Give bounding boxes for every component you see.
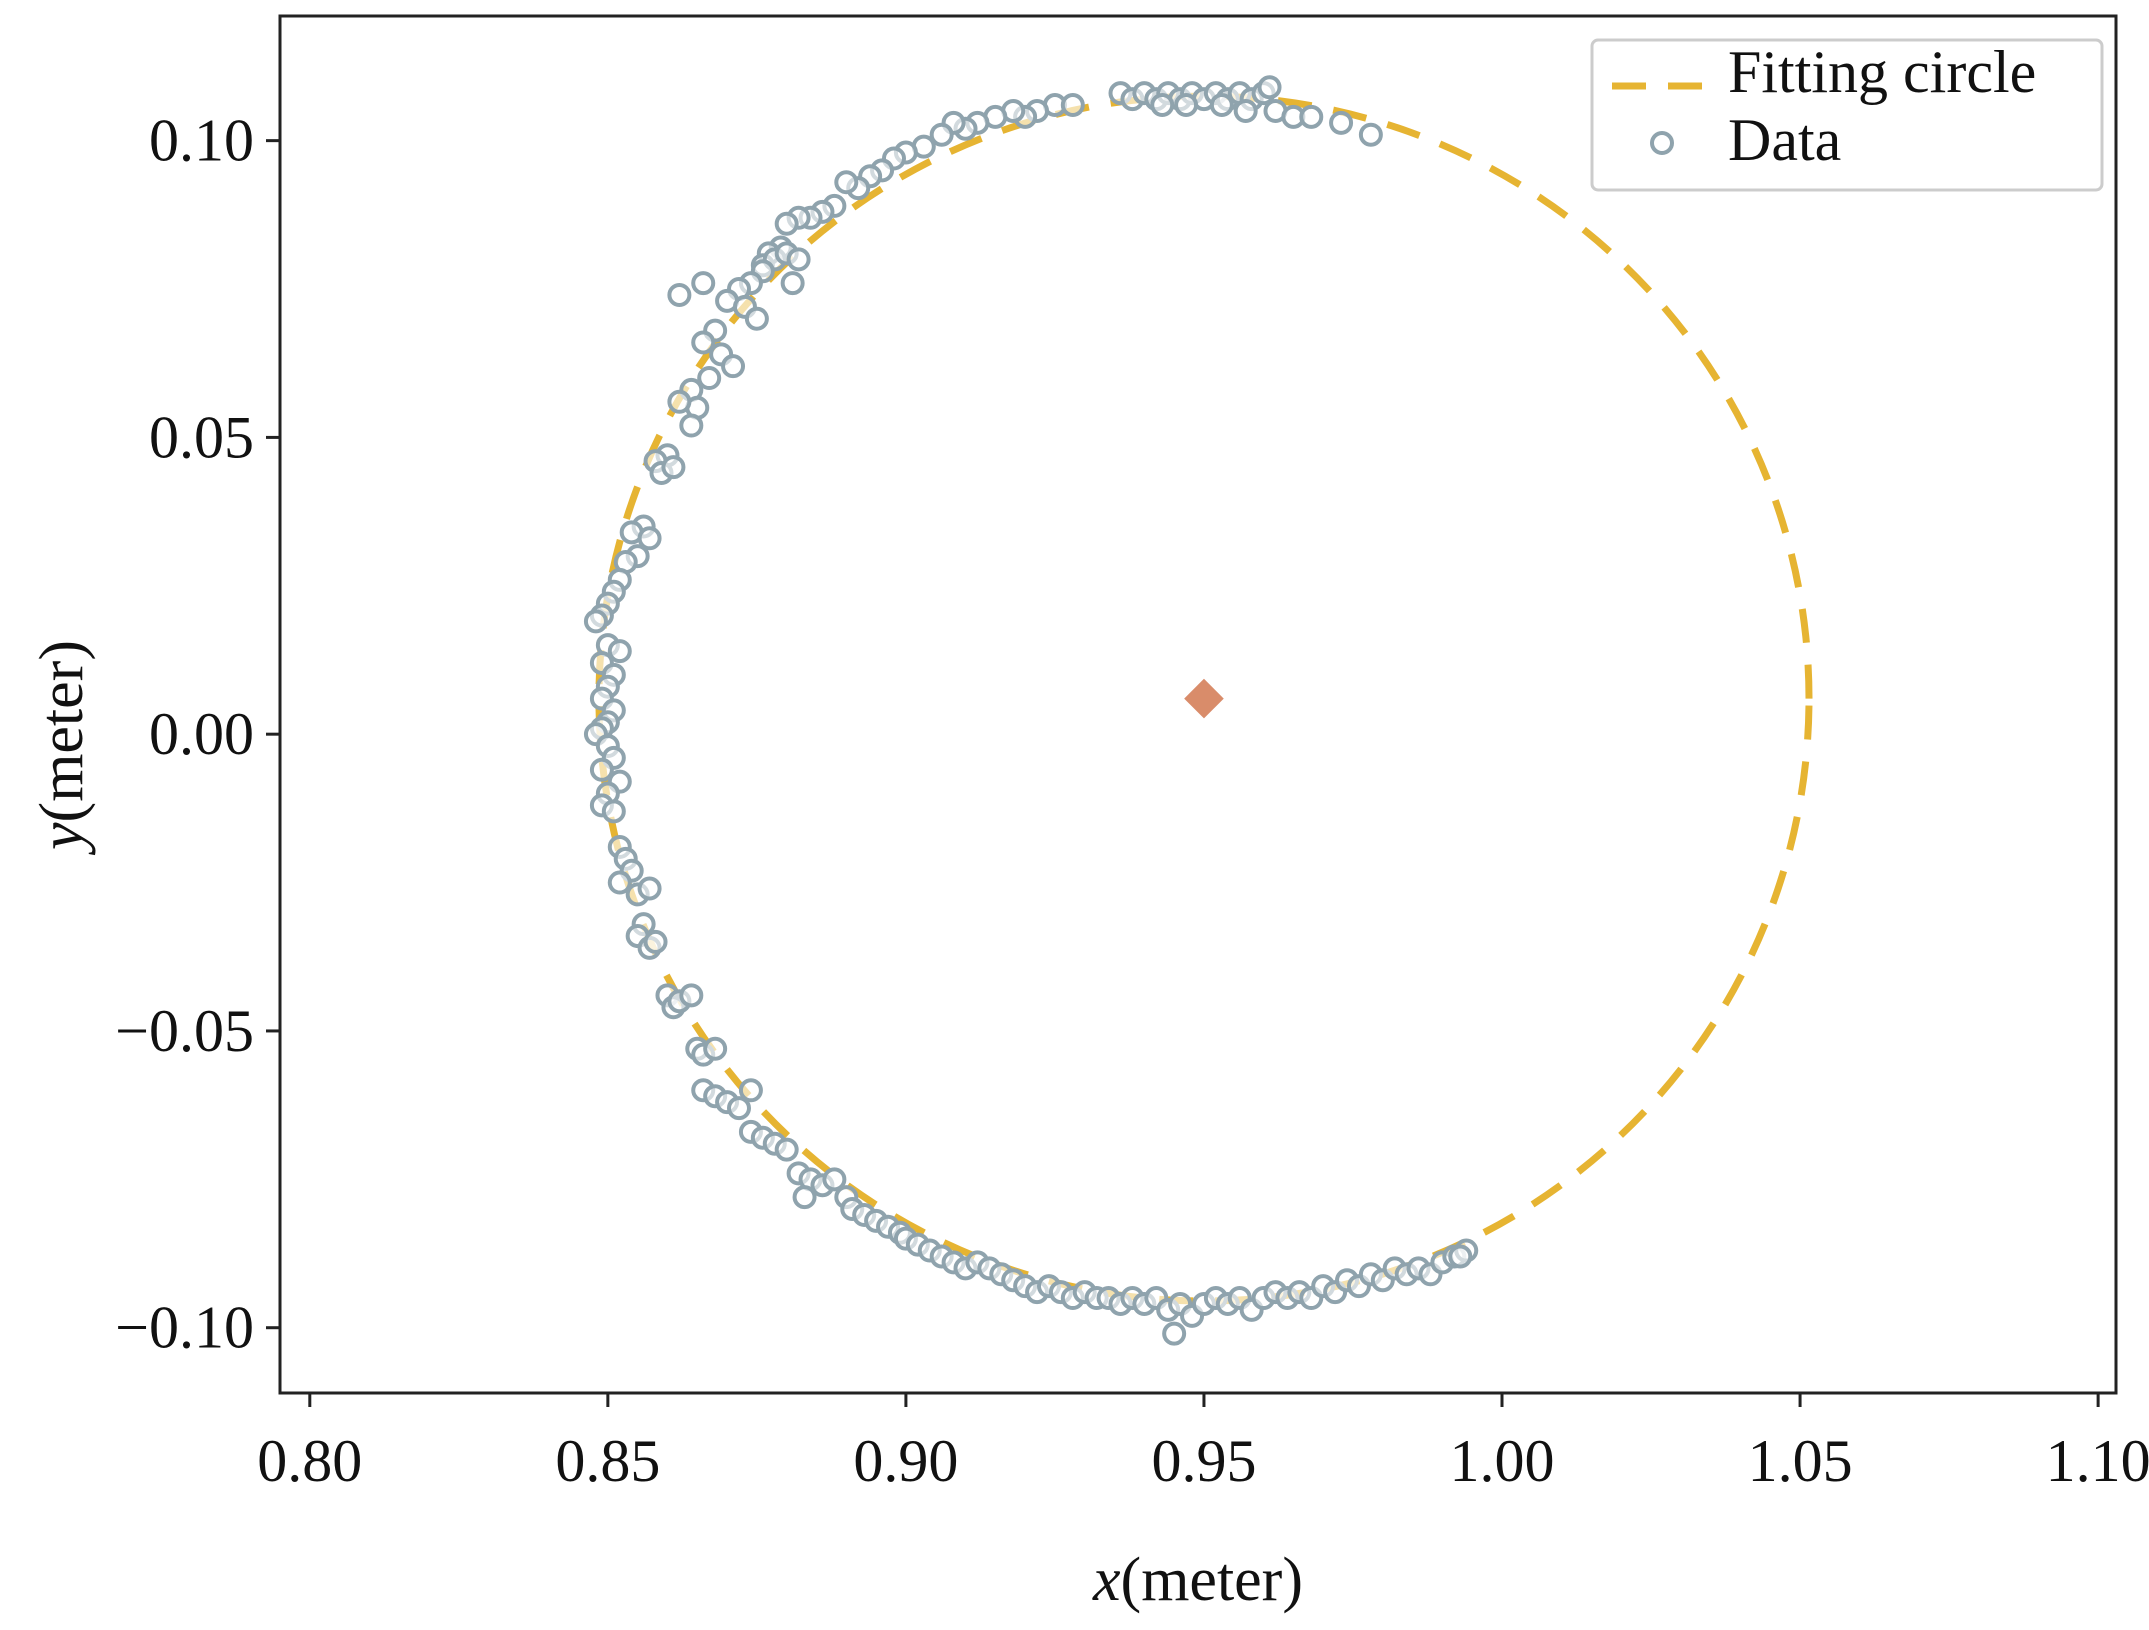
data-point (583, 609, 608, 634)
data-point (1448, 1244, 1473, 1269)
x-tick-label: 0.80 (257, 1428, 362, 1494)
data-point (780, 271, 805, 296)
y-tick-label: −0.05 (115, 998, 254, 1064)
data-point (1233, 98, 1258, 123)
legend-data-swatch (1650, 131, 1674, 155)
data-point (786, 247, 811, 272)
x-axis-unit: (meter) (1121, 1546, 1303, 1614)
y-tick-label: 0.05 (149, 404, 254, 470)
legend-data-label: Data (1728, 107, 1841, 173)
data-point (601, 799, 626, 824)
data-point (792, 1185, 817, 1210)
y-tick-label: −0.10 (115, 1295, 254, 1361)
data-point (637, 876, 662, 901)
x-tick-label: 1.05 (1748, 1428, 1853, 1494)
data-point (744, 306, 769, 331)
data-point (834, 170, 859, 195)
legend: Fitting circle Data (1590, 38, 2104, 192)
data-point (1174, 93, 1199, 118)
data-point (774, 1137, 799, 1162)
data-point (643, 929, 668, 954)
center-marker (1184, 678, 1224, 719)
data-points (583, 75, 1479, 1346)
fitting-circle-line (595, 92, 1813, 1305)
x-axis-title: x(meter) (1092, 1546, 1303, 1614)
data-point (1060, 93, 1085, 118)
legend-box (1590, 38, 2104, 192)
x-tick-label: 0.95 (1151, 1428, 1256, 1494)
x-axis-var: x (1092, 1546, 1121, 1614)
data-point (679, 983, 704, 1008)
data-point (1299, 104, 1324, 129)
x-tick-label: 0.85 (555, 1428, 660, 1494)
data-point (727, 1096, 751, 1121)
data-point (661, 455, 686, 480)
data-point (721, 354, 746, 379)
data-point (774, 211, 799, 236)
data-point (637, 526, 662, 551)
data-point (691, 330, 716, 355)
legend-fitting-circle-label: Fitting circle (1728, 39, 2036, 105)
data-point (667, 389, 692, 414)
data-point (1257, 75, 1282, 100)
data-point (1329, 110, 1354, 135)
y-axis-unit: (meter) (28, 640, 96, 822)
data-point (703, 1036, 728, 1061)
data-point (822, 1167, 847, 1192)
x-tick-label: 1.10 (2046, 1428, 2149, 1494)
data-point (679, 413, 704, 438)
y-axis: 0.10 0.05 0.00 −0.05 −0.10 (115, 108, 280, 1361)
y-axis-title: y(meter) (28, 640, 96, 856)
data-point (697, 366, 722, 391)
data-point (667, 282, 692, 307)
y-tick-label: 0.00 (149, 701, 254, 767)
x-tick-label: 0.90 (853, 1428, 958, 1494)
data-point (607, 870, 632, 895)
y-axis-var: y (28, 822, 96, 856)
data-point (738, 1078, 763, 1103)
data-point (929, 122, 954, 147)
data-point (691, 271, 716, 296)
x-axis: 0.80 0.85 0.90 0.95 1.00 1.05 1.10 (257, 1393, 2149, 1494)
data-point (589, 757, 614, 782)
data-point (1358, 122, 1383, 147)
x-tick-label: 1.00 (1450, 1428, 1555, 1494)
data-point (1150, 93, 1175, 118)
y-tick-label: 0.10 (149, 108, 254, 174)
data-point (1162, 1321, 1187, 1346)
data-point (607, 639, 632, 664)
data-point (1209, 93, 1234, 118)
